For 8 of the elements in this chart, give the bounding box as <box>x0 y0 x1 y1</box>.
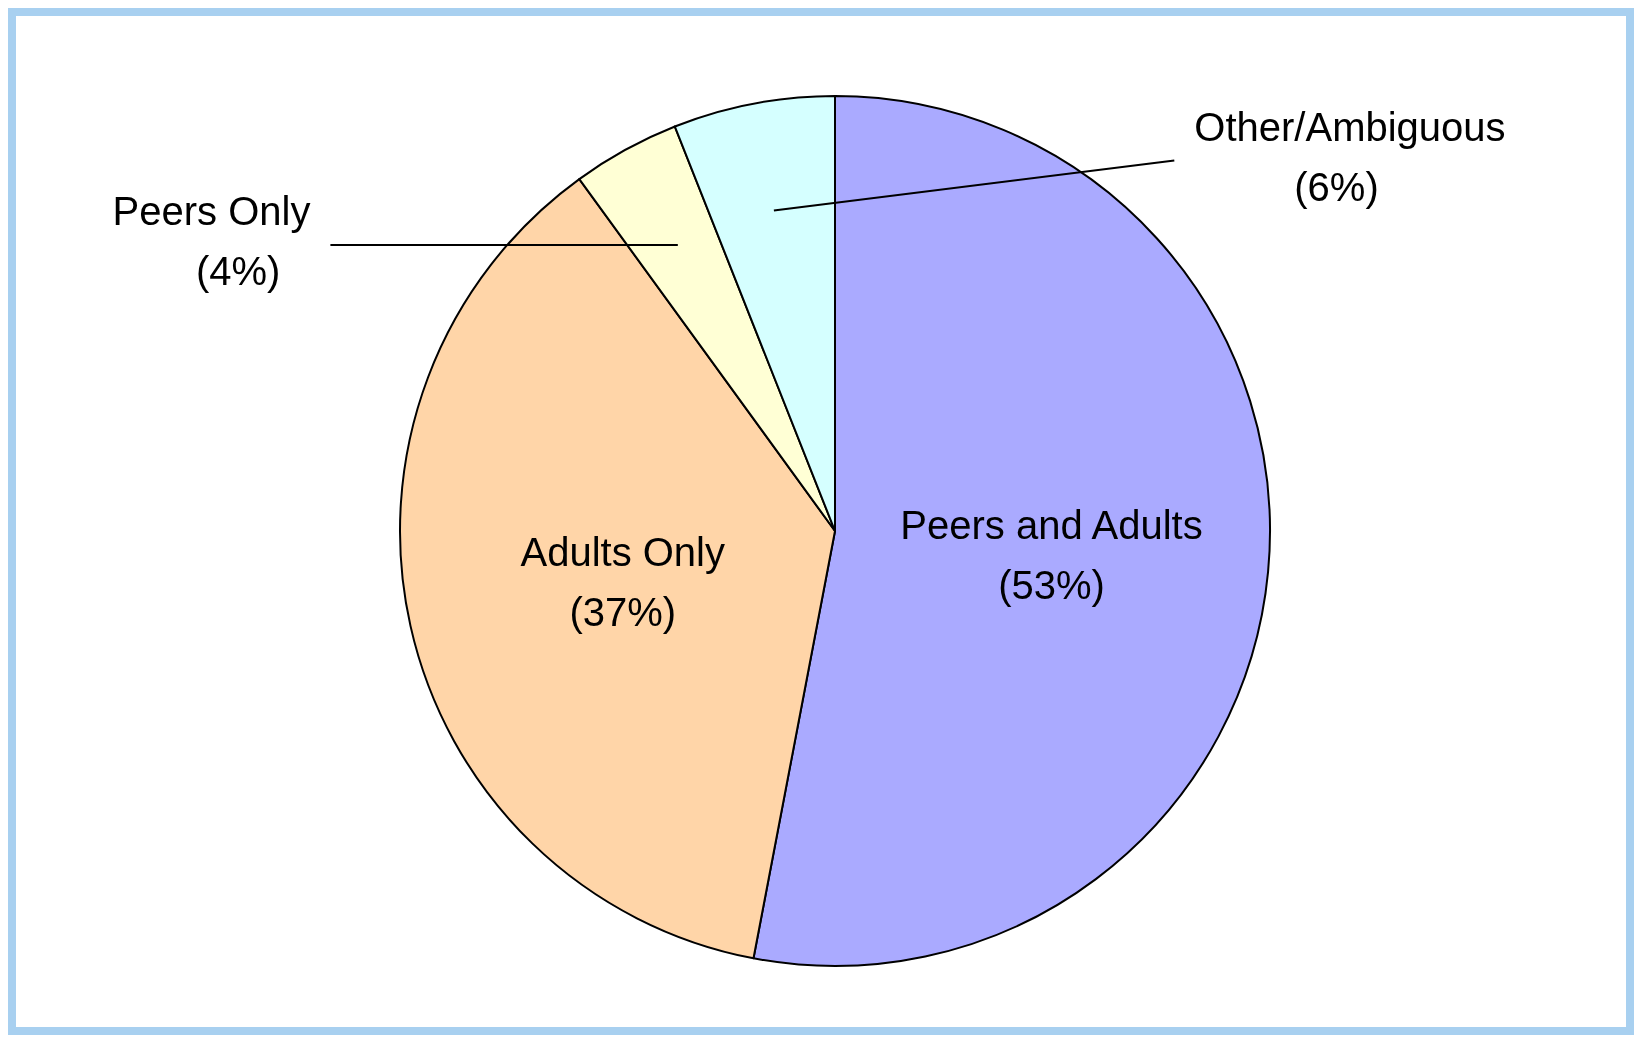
data-label: (53%) <box>998 563 1105 608</box>
slice-label: Peers and Adults <box>900 503 1203 548</box>
slice-label: Adults Only <box>520 530 725 575</box>
slice-label: Peers Only <box>112 189 311 234</box>
data-label: (37%) <box>569 590 677 635</box>
data-label: (4%) <box>195 249 281 294</box>
data-label: (6%) <box>1294 164 1379 209</box>
slice-label: Other/Ambiguous <box>1194 104 1506 149</box>
